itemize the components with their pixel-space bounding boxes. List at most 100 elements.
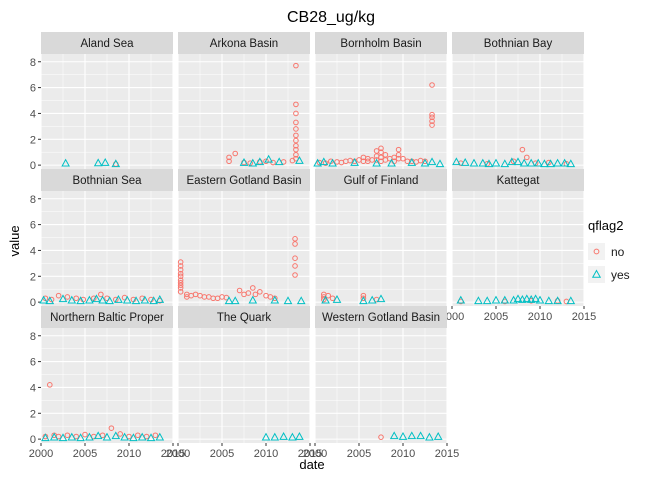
point-yes (460, 157, 470, 166)
point-no (293, 110, 299, 117)
facet-panel: Bornholm Basin (313, 32, 448, 169)
point-yes (102, 432, 112, 441)
point-no (519, 146, 526, 153)
point-yes (140, 295, 150, 304)
legend-circle-icon (593, 248, 600, 255)
point-no (378, 145, 384, 152)
point-no (293, 151, 299, 158)
point-no (429, 122, 435, 128)
point-no (226, 154, 232, 161)
point-no (524, 154, 530, 161)
point-yes (433, 431, 443, 440)
x-tick-label: 2000 (166, 448, 190, 460)
point-yes (389, 431, 399, 440)
y-tick-label: 8 (30, 57, 36, 69)
point-yes (92, 294, 101, 303)
point-yes (452, 157, 461, 166)
point-no (82, 431, 88, 438)
point-yes (507, 157, 517, 166)
facet-panel: Bothnian Bay (451, 32, 585, 169)
facet-panel: Arkona Basin (177, 32, 311, 169)
x-tick-label: 2000 (303, 448, 327, 460)
point-yes (420, 158, 430, 167)
facet-strip (41, 169, 173, 191)
point-yes (248, 295, 258, 304)
point-yes (427, 157, 437, 166)
point-yes (478, 158, 488, 167)
point-no (135, 432, 141, 439)
y-tick-label: 2 (30, 134, 36, 146)
point-yes (367, 295, 377, 304)
facet-panel: The Quark 2000 2005 2010 2015 (166, 306, 322, 460)
facet-strip (178, 169, 310, 191)
facet-strip (452, 169, 584, 191)
point-yes (120, 432, 129, 441)
legend: qflag2 no yes (588, 218, 630, 283)
point-yes (255, 157, 265, 166)
point-yes (531, 294, 540, 303)
x-tick-label: 2005 (347, 448, 371, 460)
point-no (382, 151, 389, 158)
point-yes (313, 158, 322, 167)
y-tick-label: 0 (30, 160, 36, 172)
x-tick-label: 2010 (117, 448, 141, 460)
point-no (292, 263, 298, 269)
facet-strip-label: Bothnian Sea (72, 175, 142, 187)
point-no (55, 292, 62, 299)
facet-strip (178, 306, 310, 328)
point-no (226, 158, 232, 165)
point-yes (526, 158, 536, 167)
point-no (177, 270, 184, 277)
point-yes (484, 159, 494, 168)
point-no (177, 282, 184, 289)
point-yes (41, 433, 50, 442)
legend-triangle-icon (591, 269, 602, 278)
y-tick-label: 2 (30, 408, 36, 420)
point-yes (85, 432, 94, 441)
point-yes (49, 432, 59, 441)
point-no (293, 146, 299, 153)
y-axis-label: value (7, 225, 22, 256)
facet-panels: Aland Sea 0 2 4 6 8 Arkona Basin Bornholm Basin… (29, 32, 596, 460)
facet-strip-label: Bothnian Bay (484, 38, 553, 50)
point-yes (513, 157, 523, 166)
point-no (293, 137, 299, 144)
point-yes (67, 432, 77, 441)
point-yes (105, 296, 114, 305)
point-yes (76, 433, 85, 442)
point-yes (535, 295, 545, 304)
point-no (293, 132, 299, 139)
point-no (329, 295, 336, 302)
y-tick-label: 6 (30, 83, 36, 95)
point-yes (416, 431, 425, 440)
point-yes (350, 157, 359, 166)
point-yes (270, 295, 280, 304)
point-no (152, 432, 159, 439)
point-no (177, 273, 184, 280)
point-yes (85, 295, 94, 304)
facet-strip (41, 306, 173, 328)
point-yes (546, 159, 555, 168)
point-yes (137, 432, 147, 441)
point-yes (533, 158, 543, 167)
point-yes (398, 431, 408, 440)
facet-strip (315, 306, 447, 328)
point-yes (295, 156, 304, 164)
legend-item-no: no (588, 243, 625, 260)
facet-strip (315, 169, 447, 191)
point-no (177, 259, 184, 265)
facet-strip-label: Arkona Basin (210, 38, 278, 50)
x-tick-label: 2005 (73, 448, 97, 460)
point-no (252, 291, 259, 298)
point-yes (93, 431, 103, 440)
point-yes (264, 154, 273, 163)
facet-strip-label: Kattegat (497, 175, 541, 187)
facet-panel: Eastern Gotland Basin (177, 169, 311, 306)
point-yes (407, 431, 417, 440)
facet-panel: Bothnian Sea 0 2 4 6 8 (30, 169, 174, 309)
point-no (360, 295, 367, 302)
point-yes (500, 295, 510, 304)
x-tick-label: 2015 (572, 311, 596, 323)
point-no (177, 267, 184, 273)
